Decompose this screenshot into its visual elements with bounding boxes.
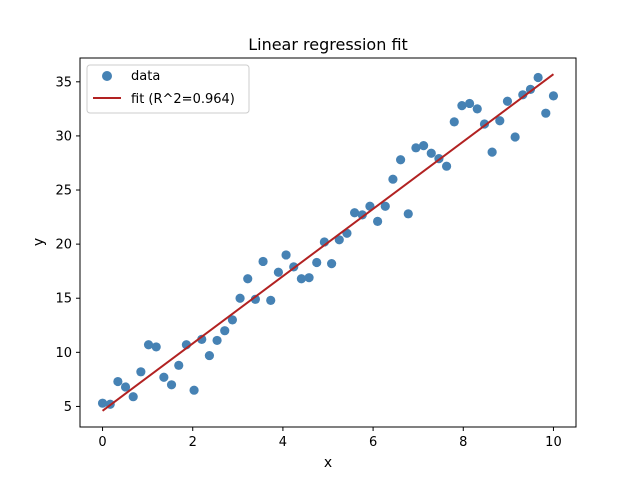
data-point bbox=[457, 101, 467, 111]
data-point bbox=[204, 350, 215, 361]
data-point bbox=[533, 72, 543, 83]
chart-title: Linear regression fit bbox=[248, 35, 408, 54]
fit-line bbox=[101, 73, 555, 412]
y-tick-label: 10 bbox=[55, 346, 72, 361]
data-point bbox=[220, 326, 230, 336]
data-point bbox=[373, 216, 383, 226]
y-tick-label: 30 bbox=[55, 129, 72, 144]
legend-data-marker bbox=[102, 71, 112, 81]
data-point bbox=[266, 295, 276, 305]
x-tick-label: 2 bbox=[189, 435, 197, 450]
data-point bbox=[243, 274, 253, 284]
data-point bbox=[143, 340, 154, 350]
data-point bbox=[312, 257, 322, 268]
data-point bbox=[304, 273, 314, 283]
data-point bbox=[418, 141, 429, 151]
data-point bbox=[510, 132, 520, 142]
data-point bbox=[487, 147, 497, 157]
y-axis-label: y bbox=[31, 238, 47, 246]
y-tick-label: 5 bbox=[64, 400, 72, 415]
axes-frame bbox=[79, 57, 577, 428]
data-point bbox=[403, 209, 413, 219]
data-point bbox=[396, 155, 406, 165]
data-point bbox=[350, 208, 360, 218]
data-point bbox=[189, 385, 199, 395]
data-point bbox=[159, 372, 169, 382]
data-point bbox=[151, 342, 161, 352]
data-point bbox=[113, 376, 123, 387]
y-tick-label: 25 bbox=[55, 184, 72, 199]
data-point bbox=[426, 148, 436, 158]
data-point bbox=[235, 293, 245, 303]
data-point bbox=[281, 250, 291, 260]
y-tick-label: 20 bbox=[55, 238, 72, 253]
data-point bbox=[411, 143, 421, 153]
data-point bbox=[136, 367, 146, 377]
y-axis-ticks: 5 10 15 20 25 30 35 bbox=[55, 75, 80, 415]
y-tick-label: 15 bbox=[55, 292, 72, 307]
x-tick-label: 4 bbox=[279, 435, 287, 450]
data-point bbox=[441, 161, 452, 171]
x-tick-label: 8 bbox=[459, 435, 467, 450]
data-point bbox=[273, 267, 283, 277]
legend: data fit (R^2=0.964) bbox=[86, 64, 250, 114]
data-point bbox=[495, 116, 505, 126]
data-point bbox=[97, 398, 108, 408]
x-tick-label: 6 bbox=[369, 435, 377, 450]
x-tick-label: 10 bbox=[545, 435, 562, 450]
data-point bbox=[197, 334, 207, 344]
data-point bbox=[518, 90, 528, 100]
data-point bbox=[449, 117, 459, 127]
data-point bbox=[380, 201, 390, 211]
plot-area bbox=[79, 57, 577, 428]
data-point bbox=[548, 91, 559, 101]
data-point bbox=[541, 108, 551, 118]
x-tick-label: 0 bbox=[98, 435, 106, 450]
data-point bbox=[212, 335, 222, 346]
legend-box bbox=[86, 64, 250, 114]
data-point bbox=[357, 210, 367, 220]
legend-data-label: data bbox=[131, 69, 160, 84]
data-point bbox=[174, 360, 184, 370]
x-axis-ticks: 0 2 4 6 8 10 bbox=[98, 427, 562, 450]
data-point bbox=[327, 259, 337, 269]
legend-fit-label: fit (R^2=0.964) bbox=[131, 92, 235, 107]
data-point bbox=[334, 235, 344, 245]
data-point bbox=[525, 84, 536, 94]
x-axis-label: x bbox=[324, 455, 332, 471]
data-point bbox=[258, 256, 268, 267]
data-point bbox=[388, 174, 398, 184]
data-point bbox=[464, 98, 475, 109]
data-point bbox=[502, 96, 513, 106]
y-tick-label: 35 bbox=[55, 75, 72, 90]
data-point bbox=[120, 382, 131, 392]
series-layer bbox=[97, 72, 559, 412]
data-point bbox=[250, 294, 260, 304]
data-point bbox=[472, 104, 482, 114]
data-point bbox=[296, 274, 306, 284]
data-point bbox=[166, 380, 177, 390]
data-point bbox=[227, 315, 238, 325]
data-point bbox=[128, 392, 138, 402]
